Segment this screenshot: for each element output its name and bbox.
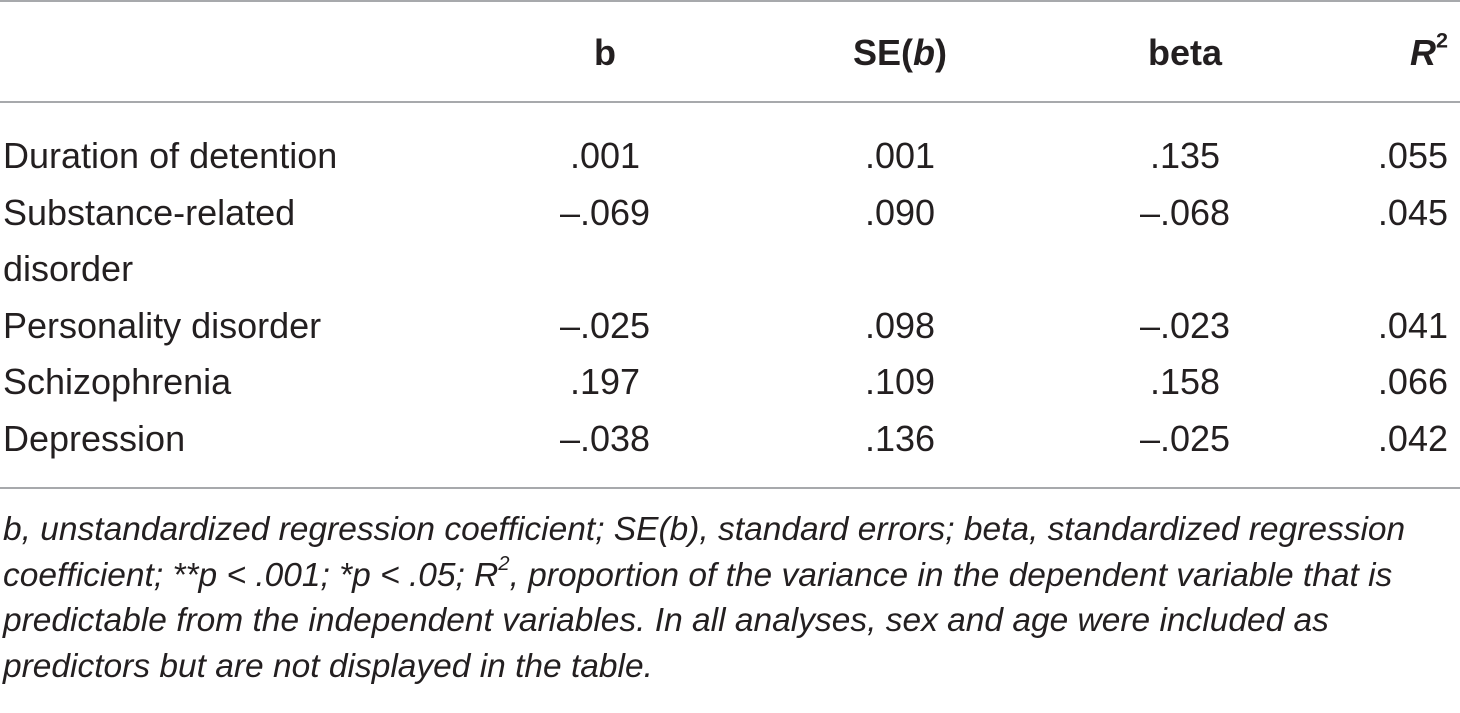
row-label: Depression — [3, 417, 186, 459]
row-se: .001 — [864, 135, 936, 176]
row-se: .090 — [864, 191, 936, 233]
header-beta: beta — [1147, 32, 1223, 73]
row-r2: .041 — [1377, 304, 1448, 346]
row-r2: .055 — [1377, 135, 1448, 176]
row-b: –.069 — [559, 191, 651, 233]
table-header-rule — [0, 101, 1460, 103]
row-r2: .042 — [1377, 417, 1448, 459]
row-beta: –.023 — [1139, 304, 1231, 346]
header-r2-base: R — [1409, 32, 1436, 73]
row-b: .197 — [569, 361, 641, 402]
row-b: –.038 — [559, 417, 651, 459]
header-se-b: SE(b) — [800, 28, 1000, 78]
row-beta: –.068 — [1139, 191, 1231, 233]
row-beta: .135 — [1149, 135, 1221, 176]
row-beta: .158 — [1149, 361, 1221, 402]
table-header-row: b SE(b) beta R2 — [0, 28, 1460, 78]
row-se: .136 — [864, 417, 936, 459]
row-r2: .045 — [1377, 191, 1448, 233]
row-se: .109 — [864, 361, 936, 402]
table-row: Duration of detention .001 .001 .135 .05… — [0, 128, 1460, 185]
row-beta: –.025 — [1139, 417, 1231, 459]
row-label: Personality disorder — [3, 304, 322, 346]
row-b: –.025 — [559, 304, 651, 346]
header-r2-sup: 2 — [1435, 27, 1448, 53]
header-se-suffix: ) — [935, 32, 947, 73]
header-se-italic: b — [913, 32, 935, 73]
table-footnote: b, unstandardized regression coefficient… — [3, 507, 1443, 689]
table-body: Duration of detention .001 .001 .135 .05… — [0, 128, 1460, 467]
row-label: Duration of detention — [3, 135, 338, 176]
header-r2: R2 — [1330, 28, 1448, 78]
header-b: b — [594, 32, 616, 73]
header-se-prefix: SE( — [852, 32, 913, 73]
row-se: .098 — [864, 304, 936, 346]
table-row: Depression –.038 .136 –.025 .042 — [0, 411, 1460, 468]
row-label: Substance-related disorder — [3, 191, 296, 290]
table-row: Schizophrenia .197 .109 .158 .066 — [0, 354, 1460, 411]
row-b: .001 — [569, 135, 641, 176]
table-bottom-rule — [0, 487, 1460, 489]
row-r2: .066 — [1377, 361, 1448, 402]
row-label: Schizophrenia — [3, 361, 232, 402]
table-row: Substance-related disorder –.069 .090 –.… — [0, 185, 1460, 298]
footnote-part2: , proportion of the variance in the depe… — [3, 556, 1393, 685]
footnote-part1: b, unstandardized regression coefficient… — [3, 511, 1406, 594]
table-top-rule — [0, 0, 1460, 2]
table-row: Personality disorder –.025 .098 –.023 .0… — [0, 298, 1460, 355]
footnote-sup: 2 — [498, 552, 510, 575]
